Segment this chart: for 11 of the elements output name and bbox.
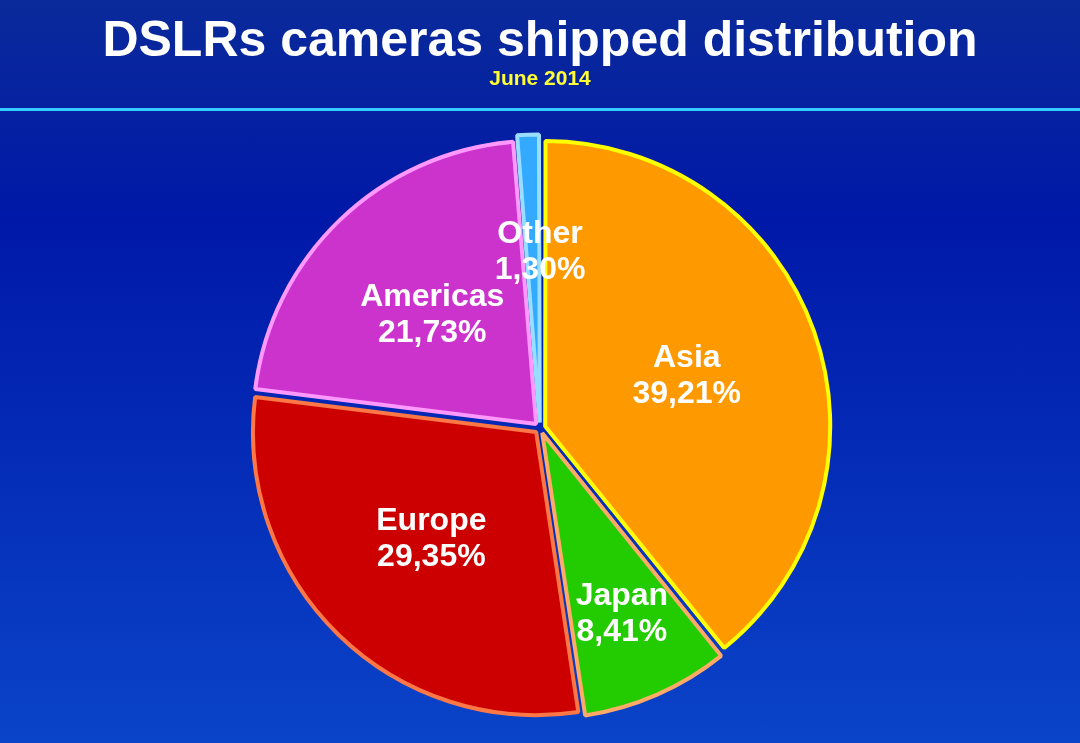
chart-subtitle: June 2014 (488, 66, 592, 90)
chart-title: DSLRs cameras shipped distribution (101, 10, 979, 68)
slice-label: Asia (653, 338, 721, 375)
data-label: 39,21% (632, 374, 742, 411)
data-label: 21,73% (378, 313, 487, 350)
data-label: 8,41% (576, 612, 668, 649)
slice-label: Other (497, 214, 583, 251)
data-label: 29,35% (377, 537, 486, 574)
data-label: 1,30% (494, 250, 586, 287)
slice-label: Japan (575, 576, 669, 613)
slice-label: Europe (376, 501, 487, 538)
